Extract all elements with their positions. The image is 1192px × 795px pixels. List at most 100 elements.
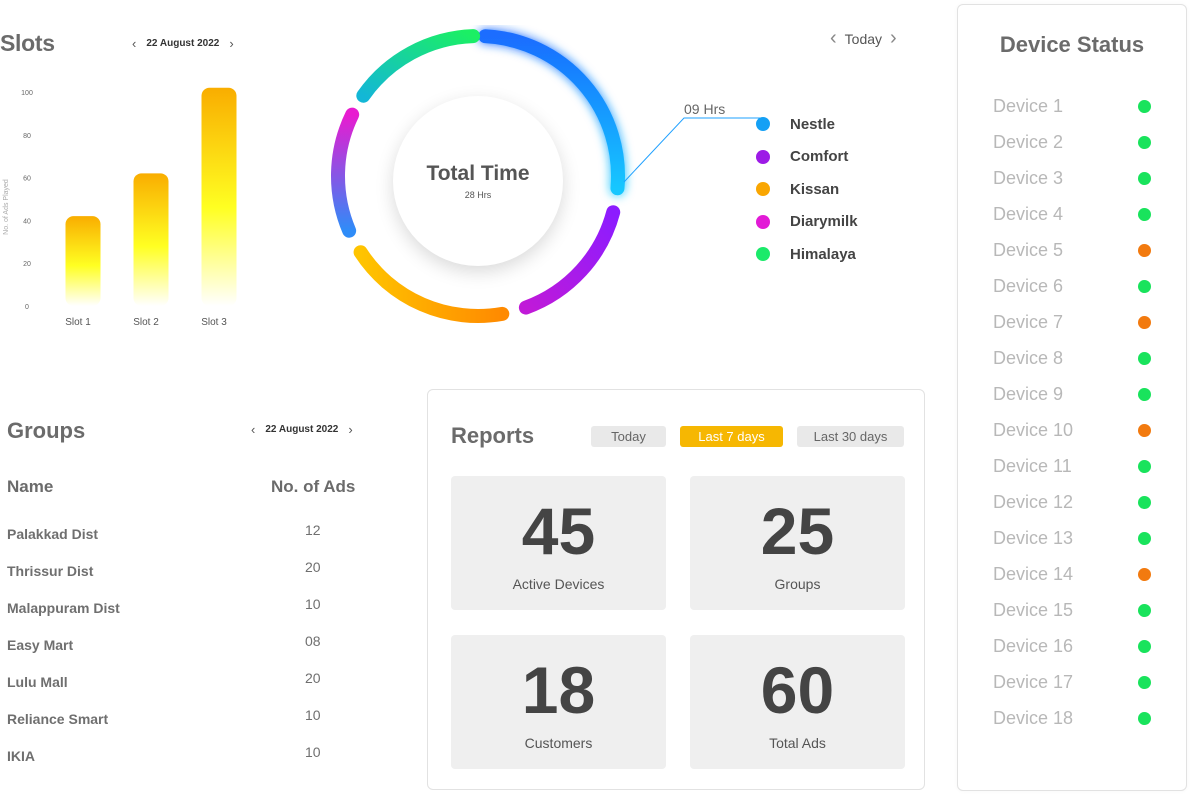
- segment-kissan[interactable]: [353, 245, 510, 323]
- y-tick-label: 80: [23, 133, 31, 140]
- device-name: Device 16: [993, 635, 1074, 656]
- device-name: Device 17: [993, 671, 1074, 692]
- device-row[interactable]: Device 14: [993, 562, 1153, 586]
- bar-slot-3[interactable]: [201, 87, 237, 306]
- slots-date: 22 August 2022: [146, 38, 220, 49]
- card-groups[interactable]: 25 Groups: [690, 476, 905, 610]
- slots-date-nav: ‹ 22 August 2022 ›: [122, 36, 244, 51]
- donut-date-label: Today: [844, 30, 883, 47]
- device-row[interactable]: Device 11: [993, 454, 1153, 478]
- legend-item-comfort: Comfort: [756, 141, 858, 174]
- tab-today[interactable]: Today: [591, 426, 666, 447]
- legend-item-nestle: Nestle: [756, 108, 858, 141]
- card-label: Customers: [524, 735, 593, 751]
- group-ads-count: 12: [305, 522, 321, 538]
- segment-diarymilk[interactable]: [331, 107, 360, 238]
- status-dot: [1138, 639, 1151, 653]
- y-tick-label: 60: [23, 176, 31, 183]
- device-status-panel: Device Status Device 1 Device 2 Device 3 De…: [957, 4, 1187, 791]
- card-active-devices[interactable]: 45 Active Devices: [451, 476, 666, 610]
- tab-last-30-days[interactable]: Last 30 days: [797, 426, 904, 447]
- bar-slot-2[interactable]: [133, 173, 169, 306]
- device-name: Device 5: [993, 239, 1064, 260]
- device-row[interactable]: Device 3: [993, 166, 1153, 190]
- legend-item-diarymilk: Diarymilk: [756, 206, 858, 239]
- device-row[interactable]: Device 10: [993, 418, 1153, 442]
- status-dot: [1138, 243, 1151, 257]
- x-tick-label: Slot 1: [65, 317, 91, 328]
- device-row[interactable]: Device 8: [993, 346, 1153, 370]
- slots-bar-chart: 0 20 40 60 80 100 No. of Ads Played Slot 1 Slot …: [3, 87, 237, 328]
- y-axis-label: No. of Ads Played: [3, 179, 10, 235]
- status-dot: [1138, 603, 1151, 617]
- chevron-right-icon[interactable]: ›: [229, 36, 234, 51]
- group-name: Malappuram Dist: [7, 600, 120, 616]
- callout-line: [623, 117, 760, 183]
- device-status-title: Device Status: [999, 32, 1145, 57]
- y-tick-label: 20: [23, 261, 31, 268]
- legend-label: Kissan: [790, 180, 840, 198]
- legend-dot: [756, 182, 770, 197]
- status-dot: [1138, 207, 1151, 221]
- device-row[interactable]: Device 4: [993, 202, 1153, 226]
- bar-slot-1[interactable]: [65, 216, 101, 306]
- total-time-donut-chart: [331, 29, 625, 323]
- reports-title: Reports: [451, 423, 535, 448]
- device-name: Device 6: [993, 275, 1064, 296]
- group-ads-count: 20: [305, 670, 321, 686]
- device-name: Device 9: [993, 383, 1064, 404]
- tab-last-7-days[interactable]: Last 7 days: [680, 426, 783, 447]
- device-row[interactable]: Device 13: [993, 526, 1153, 550]
- device-row[interactable]: Device 17: [993, 670, 1153, 694]
- legend-label: Diarymilk: [790, 213, 858, 231]
- device-row[interactable]: Device 1: [993, 94, 1153, 118]
- card-label: Groups: [774, 576, 821, 592]
- device-row[interactable]: Device 15: [993, 598, 1153, 622]
- device-row[interactable]: Device 12: [993, 490, 1153, 514]
- device-name: Device 13: [993, 527, 1074, 548]
- legend-item-himalaya: Himalaya: [756, 238, 858, 271]
- device-name: Device 18: [993, 707, 1074, 728]
- card-label: Active Devices: [512, 576, 605, 592]
- card-label: Total Ads: [769, 735, 826, 751]
- device-row[interactable]: Device 18: [993, 706, 1153, 730]
- segment-comfort[interactable]: [518, 205, 621, 315]
- device-row[interactable]: Device 5: [993, 238, 1153, 262]
- device-row[interactable]: Device 7: [993, 310, 1153, 334]
- chevron-left-icon[interactable]: ‹: [132, 36, 137, 51]
- group-name: Easy Mart: [7, 637, 74, 653]
- card-customers[interactable]: 18 Customers: [451, 635, 666, 769]
- card-total-ads[interactable]: 60 Total Ads: [690, 635, 905, 769]
- y-tick-label: 100: [21, 90, 33, 97]
- donut-center: Total Time 28 Hrs: [393, 96, 563, 266]
- chevron-left-icon[interactable]: ‹: [830, 27, 837, 49]
- callout-label: 09 Hrs: [684, 101, 726, 117]
- legend-dot: [756, 149, 770, 164]
- status-dot: [1138, 459, 1151, 473]
- status-dot: [1138, 315, 1151, 329]
- chevron-right-icon[interactable]: ›: [890, 27, 897, 49]
- reports-panel: Reports Today Last 7 days Last 30 days 4…: [427, 389, 925, 790]
- device-name: Device 3: [993, 167, 1064, 188]
- device-row[interactable]: Device 16: [993, 634, 1153, 658]
- device-name: Device 10: [993, 419, 1074, 440]
- device-name: Device 14: [993, 563, 1074, 584]
- donut-subtitle: 28 Hrs: [464, 190, 492, 200]
- groups-col-ads: No. of Ads: [271, 477, 356, 496]
- chevron-right-icon[interactable]: ›: [348, 422, 353, 437]
- device-name: Device 8: [993, 347, 1064, 368]
- legend-dot: [756, 117, 770, 132]
- legend-label: Himalaya: [790, 245, 856, 263]
- chevron-left-icon[interactable]: ‹: [251, 422, 256, 437]
- device-row[interactable]: Device 2: [993, 130, 1153, 154]
- legend-item-kissan: Kissan: [756, 173, 858, 206]
- device-row[interactable]: Device 9: [993, 382, 1153, 406]
- status-dot: [1138, 279, 1151, 293]
- group-name: Reliance Smart: [7, 711, 109, 727]
- device-name: Device 7: [993, 311, 1064, 332]
- segment-himalaya[interactable]: [356, 29, 481, 103]
- donut-date-nav: ‹ Today ›: [822, 27, 905, 50]
- device-row[interactable]: Device 6: [993, 274, 1153, 298]
- segment-nestle[interactable]: [478, 29, 625, 196]
- status-dot: [1138, 99, 1151, 113]
